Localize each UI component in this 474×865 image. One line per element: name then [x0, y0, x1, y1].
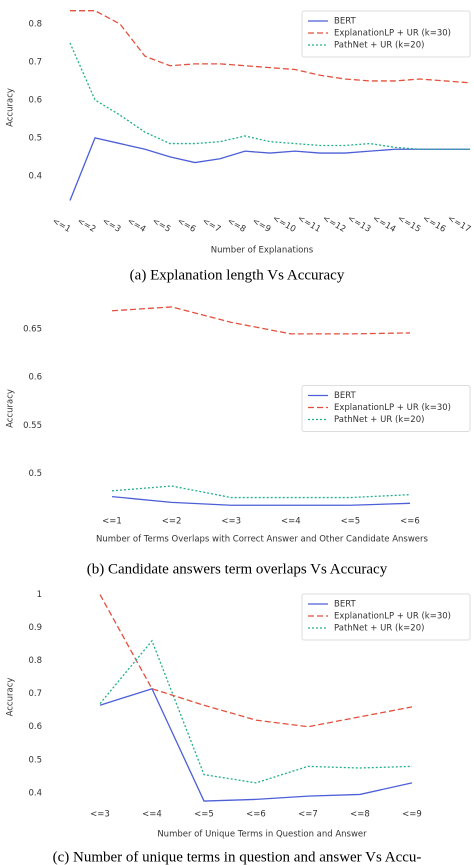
legend-label: BERT	[334, 391, 356, 401]
series-line	[99, 639, 413, 784]
x-tick-label: <=6	[246, 810, 266, 820]
legend-label: BERT	[334, 17, 356, 27]
x-axis-title: Number of Explanations	[211, 246, 314, 256]
legend-box	[301, 593, 471, 641]
y-tick-label: 0.5	[28, 133, 42, 143]
caption: (a) Explanation length Vs Accuracy	[130, 267, 345, 283]
legend-box	[301, 385, 471, 432]
y-tick-label: 1	[37, 590, 42, 600]
series-line	[111, 306, 411, 335]
x-tick-label: <=2	[162, 517, 182, 527]
y-tick-label: 0.9	[28, 623, 42, 633]
caption: (c) Number of unique terms in question a…	[53, 849, 422, 865]
x-tick-label: <=16	[421, 214, 448, 235]
x-tick-label: <=3	[221, 517, 241, 527]
x-tick-label: <=3	[90, 810, 110, 820]
legend-label: ExplanationLP + UR (k=30)	[334, 403, 451, 413]
series-line	[111, 495, 411, 506]
x-tick-label: <=12	[321, 214, 348, 235]
y-tick-label: 0.6	[28, 95, 42, 105]
x-tick-label: <=8	[350, 810, 370, 820]
y-tick-label: 0.4	[28, 788, 42, 798]
y-tick-label: 0.4	[28, 171, 42, 181]
x-tick-label: <=6	[175, 216, 197, 234]
x-tick-label: <=8	[225, 216, 247, 234]
y-tick-label: 0.55	[23, 421, 42, 431]
x-tick-label: <=7	[200, 216, 222, 234]
y-axis-title: Accuracy	[6, 678, 16, 717]
x-tick-label: <=13	[346, 214, 373, 235]
x-axis-title: Number of Unique Terms in Question and A…	[157, 830, 367, 840]
series-line	[111, 485, 411, 499]
x-tick-label: <=2	[75, 216, 97, 234]
legend-box	[301, 10, 471, 58]
legend-label: BERT	[334, 600, 356, 610]
y-tick-label: 0.5	[28, 469, 42, 479]
legend-label: PathNet + UR (k=20)	[334, 415, 424, 425]
x-tick-label: <=4	[281, 517, 301, 527]
x-tick-label: <=15	[396, 214, 423, 235]
y-tick-label: 0.8	[28, 656, 42, 666]
x-tick-label: <=4	[142, 810, 162, 820]
legend-label: PathNet + UR (k=20)	[334, 624, 424, 634]
x-tick-label: <=14	[371, 214, 398, 235]
x-tick-label: <=4	[125, 216, 147, 234]
x-tick-label: <=17	[446, 214, 473, 235]
y-tick-label: 0.7	[28, 689, 42, 699]
series-line	[69, 137, 470, 201]
y-axis-title: Accuracy	[6, 88, 16, 127]
x-tick-label: <=9	[402, 810, 422, 820]
x-tick-label: <=1	[102, 517, 122, 527]
x-tick-label: <=11	[296, 214, 323, 235]
x-tick-label: <=10	[271, 214, 298, 235]
y-tick-label: 0.65	[23, 325, 42, 335]
x-tick-label: <=6	[400, 517, 420, 527]
x-tick-label: <=7	[298, 810, 318, 820]
y-tick-label: 0.8	[28, 19, 42, 29]
y-axis-title: Accuracy	[6, 389, 16, 428]
series-line	[70, 10, 471, 84]
series-line	[99, 687, 413, 802]
x-tick-label: <=5	[194, 810, 214, 820]
y-tick-label: 0.5	[28, 755, 42, 765]
x-tick-label: <=5	[150, 216, 172, 234]
x-axis-title: Number of Terms Overlaps with Correct An…	[96, 535, 428, 545]
x-tick-label: <=1	[50, 216, 72, 234]
x-tick-label: <=5	[341, 517, 361, 527]
legend-label: ExplanationLP + UR (k=30)	[334, 612, 451, 622]
caption: (b) Candidate answers term overlaps Vs A…	[87, 561, 388, 577]
legend-label: ExplanationLP + UR (k=30)	[334, 29, 451, 39]
legend-label: PathNet + UR (k=20)	[334, 41, 424, 51]
x-tick-label: <=9	[250, 216, 272, 234]
y-tick-label: 0.6	[28, 373, 42, 383]
x-tick-label: <=3	[100, 216, 122, 234]
series-line	[99, 594, 413, 728]
y-tick-label: 0.7	[28, 57, 42, 67]
y-tick-label: 0.6	[28, 722, 42, 732]
series-line	[69, 42, 470, 150]
